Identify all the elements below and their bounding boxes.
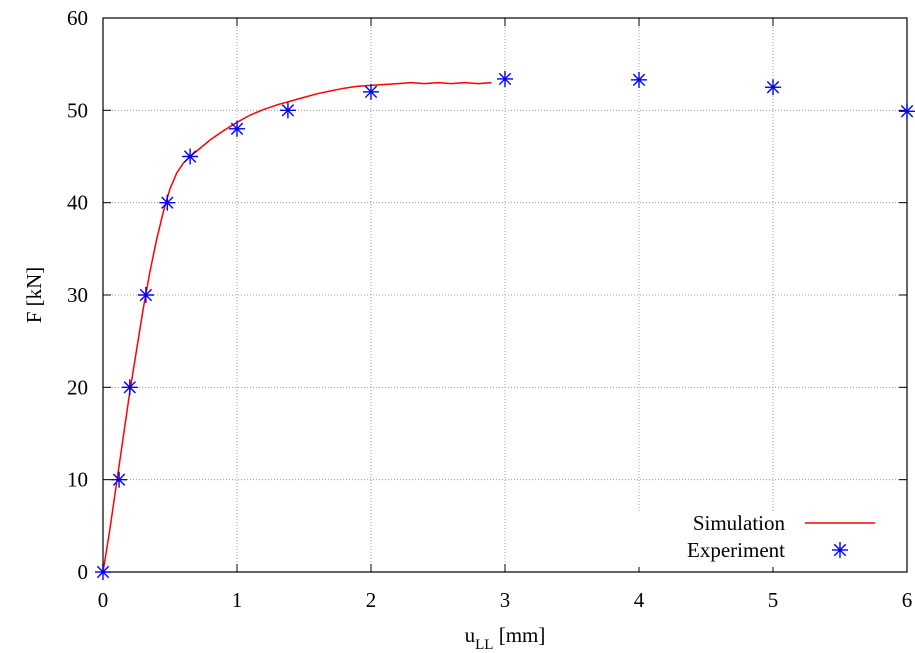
legend-swatch-experiment — [832, 542, 848, 558]
x-tick-label: 2 — [366, 588, 377, 612]
experiment-point — [363, 83, 379, 100]
experiment-point — [121, 379, 138, 396]
y-tick-label: 60 — [67, 6, 88, 30]
legend-background — [615, 512, 900, 567]
experiment-point — [899, 103, 915, 120]
x-tick-label: 3 — [500, 588, 511, 612]
experiment-point — [497, 70, 513, 87]
x-tick-label: 0 — [98, 588, 109, 612]
y-axis-label: F [kN] — [22, 267, 46, 324]
y-tick-label: 30 — [67, 283, 88, 307]
legend-label-simulation: Simulation — [693, 511, 786, 535]
x-axis-label-unit: [mm] — [493, 623, 545, 647]
grid — [103, 18, 907, 572]
x-tick-label: 1 — [232, 588, 243, 612]
experiment-point — [182, 148, 199, 165]
experiment-point — [137, 287, 154, 303]
experiment-point — [95, 564, 111, 580]
legend: Simulation Experiment — [615, 511, 900, 567]
experiment-point — [631, 71, 647, 88]
y-tick-label: 20 — [67, 375, 88, 399]
experiment-point — [765, 79, 781, 96]
x-axis-label: uLL [mm] — [465, 623, 546, 653]
x-axis-label-subscript: LL — [475, 637, 493, 653]
x-tick-label: 4 — [634, 588, 645, 612]
experiment-point — [111, 471, 128, 488]
simulation-line — [102, 81, 492, 573]
y-tick-label: 10 — [67, 468, 88, 492]
ticks — [102, 17, 908, 573]
y-tick-label: 40 — [67, 191, 88, 215]
x-tick-label: 6 — [902, 588, 913, 612]
experiment-point — [159, 194, 176, 211]
legend-label-experiment: Experiment — [687, 538, 785, 562]
series-layer — [95, 70, 915, 580]
experiment-point — [229, 120, 245, 137]
y-tick-label: 0 — [78, 560, 89, 584]
y-tick-label: 50 — [67, 98, 88, 122]
experiment-point — [279, 102, 296, 119]
x-tick-label: 5 — [768, 588, 779, 612]
x-axis-label-base: u — [465, 623, 476, 647]
